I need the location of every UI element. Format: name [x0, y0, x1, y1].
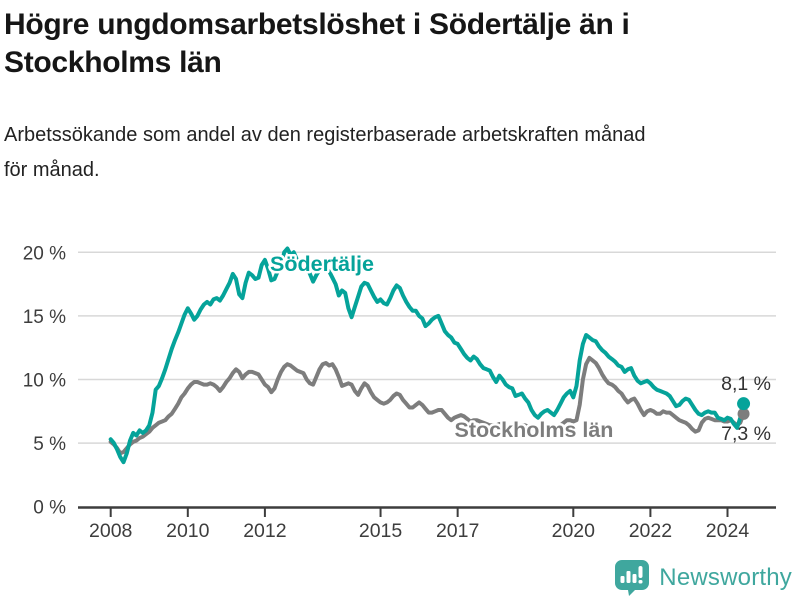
chart-area: 0 % 5 % 10 % 15 % 20 % 2008 2010 2012 2015 2017 20… [0, 225, 800, 545]
series-line-stockholms-lan [108, 355, 746, 456]
bar-chart-pin-icon [615, 560, 650, 596]
y-axis-tick-label: 10 % [23, 371, 66, 392]
y-axis-tick-label: 5 % [33, 434, 66, 455]
series-label-sodertalje: Södertälje [270, 252, 374, 276]
end-value-label-sodertalje: 8,1 % [721, 373, 771, 395]
unemployment-line-chart: 0 % 5 % 10 % 15 % 20 % 2008 2010 2012 2015 2017 20… [23, 243, 776, 542]
subtitle-line-1: Arbetssökande som andel av den registerb… [4, 124, 646, 146]
end-dot-sodertalje [737, 397, 751, 411]
series-line-sodertalje [108, 246, 746, 465]
x-axis-tick-label: 2017 [436, 520, 479, 542]
x-axis-tick-label: 2024 [706, 520, 750, 542]
brand-name: Newsworthy [659, 563, 792, 591]
title-line-1: Högre ungdomsarbetslöshet i Södertälje ä… [4, 8, 630, 41]
y-axis-tick-label: 0 % [33, 498, 66, 519]
page-title: Högre ungdomsarbetslöshet i Södertälje ä… [4, 6, 792, 82]
x-axis-tick-label: 2022 [629, 520, 672, 542]
x-axis-tick-label: 2020 [552, 520, 596, 542]
x-axis-tick-label: 2015 [359, 520, 403, 542]
x-axis-tick-label: 2010 [166, 520, 210, 542]
subtitle-line-2: för månad. [4, 159, 100, 181]
chart-subtitle: Arbetssökande som andel av den registerb… [4, 118, 792, 188]
x-axis-tick-label: 2012 [243, 520, 286, 542]
end-value-label-stockholms-lan: 7,3 % [721, 423, 771, 445]
x-axis-tick-label: 2008 [89, 520, 132, 542]
y-axis-tick-label: 15 % [23, 307, 66, 328]
newsworthy-brand: Newsworthy [613, 559, 792, 596]
end-dot-stockholms-lan [737, 407, 750, 420]
y-axis-tick-label: 20 % [23, 243, 66, 264]
title-line-2: Stockholms län [4, 46, 222, 79]
series-label-stockholms-lan: Stockholms län [455, 418, 614, 442]
